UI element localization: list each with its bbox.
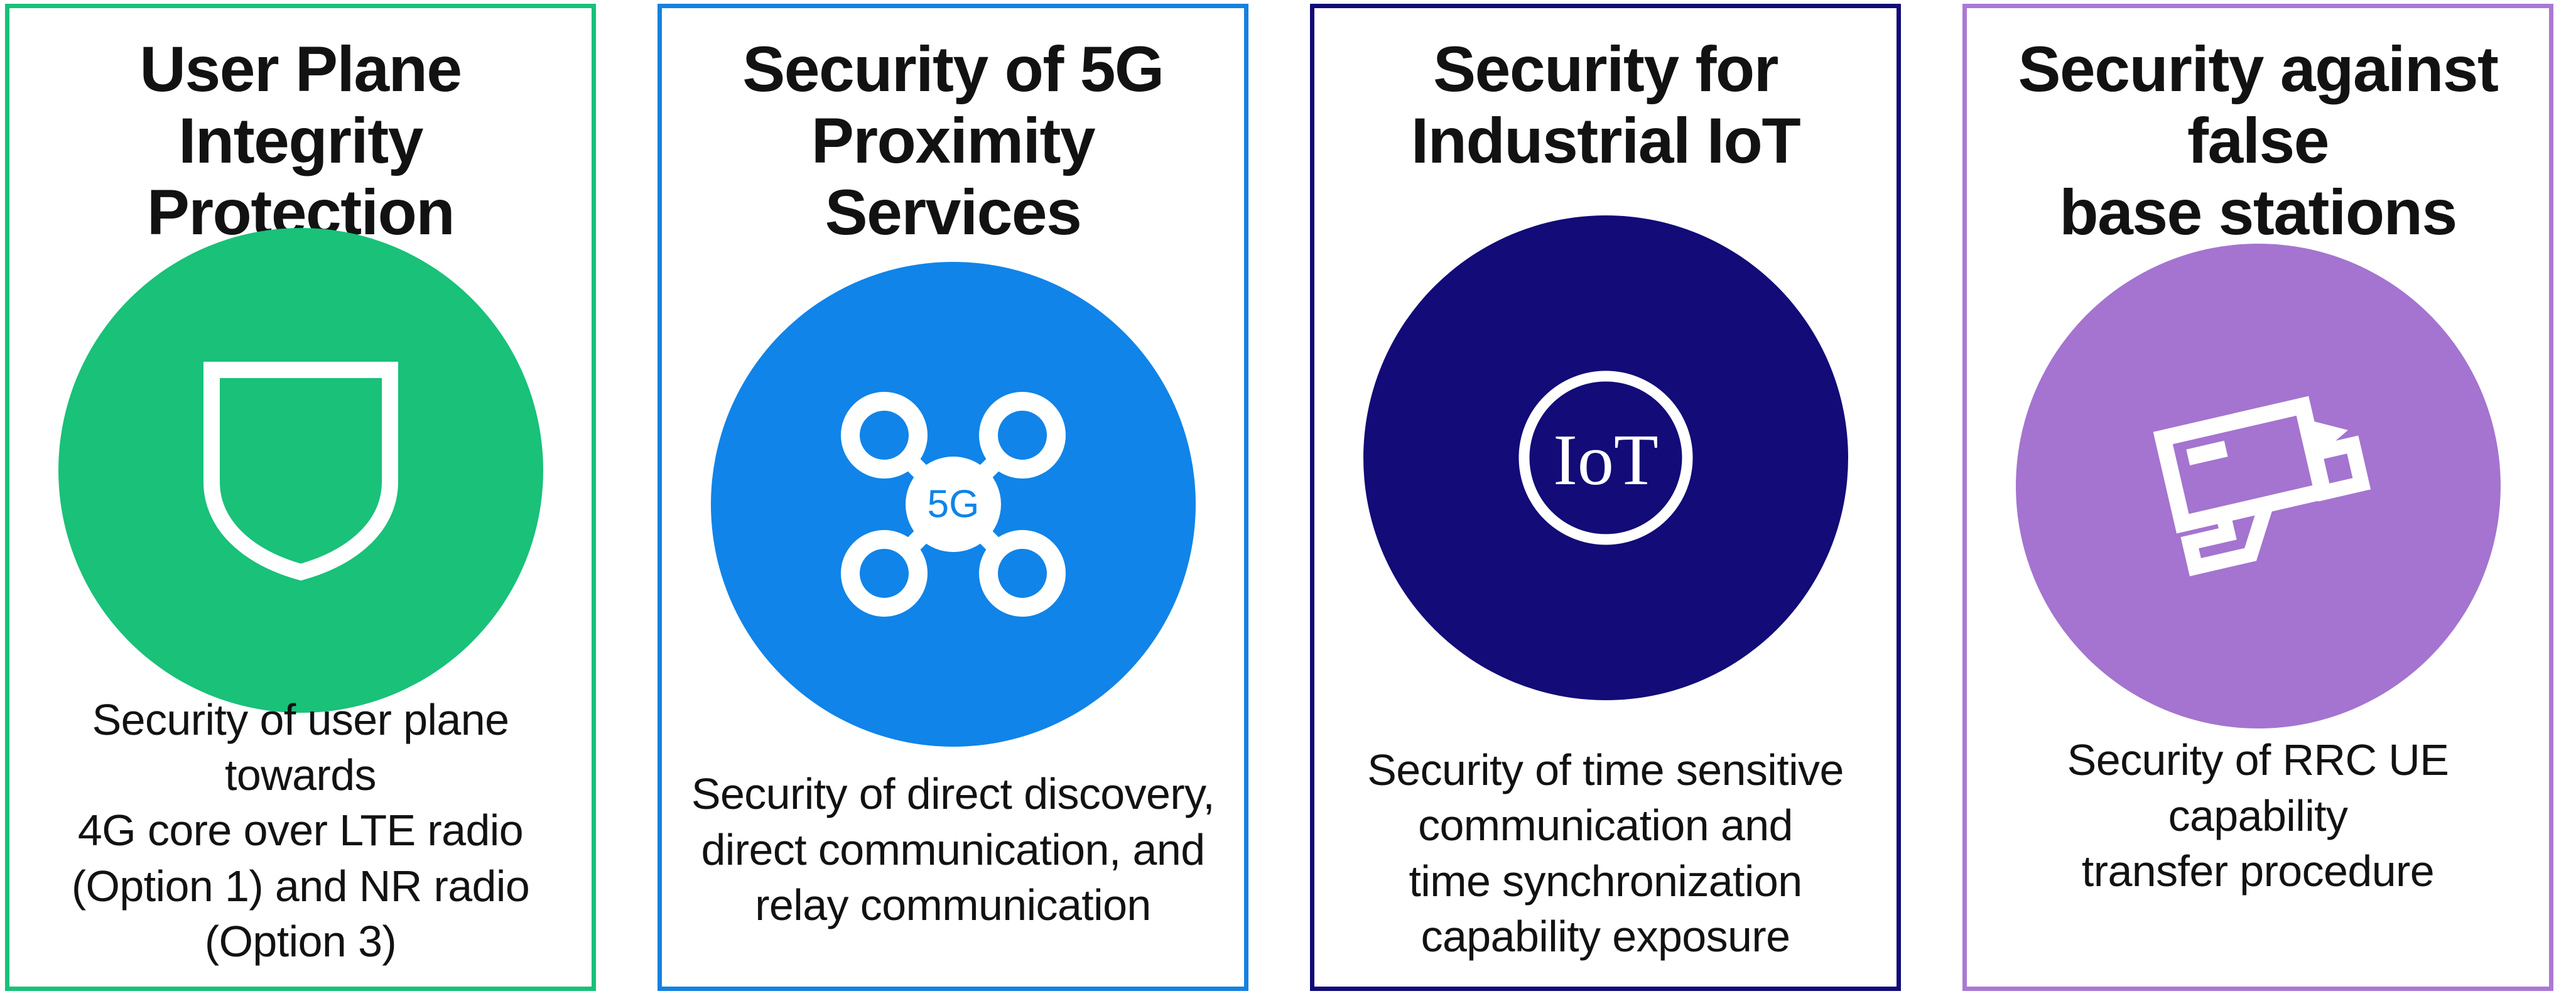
feature-card-security-against-false-base-stations[interactable]: Security against false base stations xyxy=(1962,4,2553,991)
iot-circle-icon: IoT xyxy=(1518,371,1692,545)
card-icon-area: 5G xyxy=(678,242,1228,767)
card-description: Security of user plane towards 4G core o… xyxy=(71,695,530,966)
icon-circle xyxy=(2015,244,2501,729)
card-icon-area xyxy=(26,227,575,713)
card-description: Security of time sensitive communication… xyxy=(1367,745,1844,961)
card-title: Security of 5G Proximity Services xyxy=(742,33,1164,249)
card-title: Security against false base stations xyxy=(2018,33,2499,249)
card-icon-area: IoT xyxy=(1331,173,1880,742)
iot-circle-icon-label: IoT xyxy=(1553,420,1659,501)
card-icon-area xyxy=(1983,240,2533,733)
icon-circle xyxy=(58,227,543,713)
card-description: Security of direct discovery, direct com… xyxy=(691,769,1215,929)
feature-card-user-plane-integrity-protection[interactable]: User Plane Integrity Protection Security… xyxy=(5,4,596,991)
network-5g-icon-label: 5G xyxy=(927,483,979,526)
feature-card-security-for-industrial-iot[interactable]: Security for Industrial IoT IoT Security… xyxy=(1310,4,1901,991)
card-title: User Plane Integrity Protection xyxy=(139,33,462,249)
network-5g-icon: 5G xyxy=(840,392,1066,617)
icon-circle: IoT xyxy=(1363,215,1848,700)
feature-card-security-of-5g-proximity-services[interactable]: Security of 5G Proximity Services xyxy=(658,4,1248,991)
card-title: Security for Industrial IoT xyxy=(1410,33,1801,177)
card-description: Security of RRC UE capability transfer p… xyxy=(2067,735,2449,896)
icon-circle: 5G xyxy=(710,262,1196,747)
shield-icon xyxy=(203,361,398,581)
surveillance-camera-icon xyxy=(2153,396,2371,576)
